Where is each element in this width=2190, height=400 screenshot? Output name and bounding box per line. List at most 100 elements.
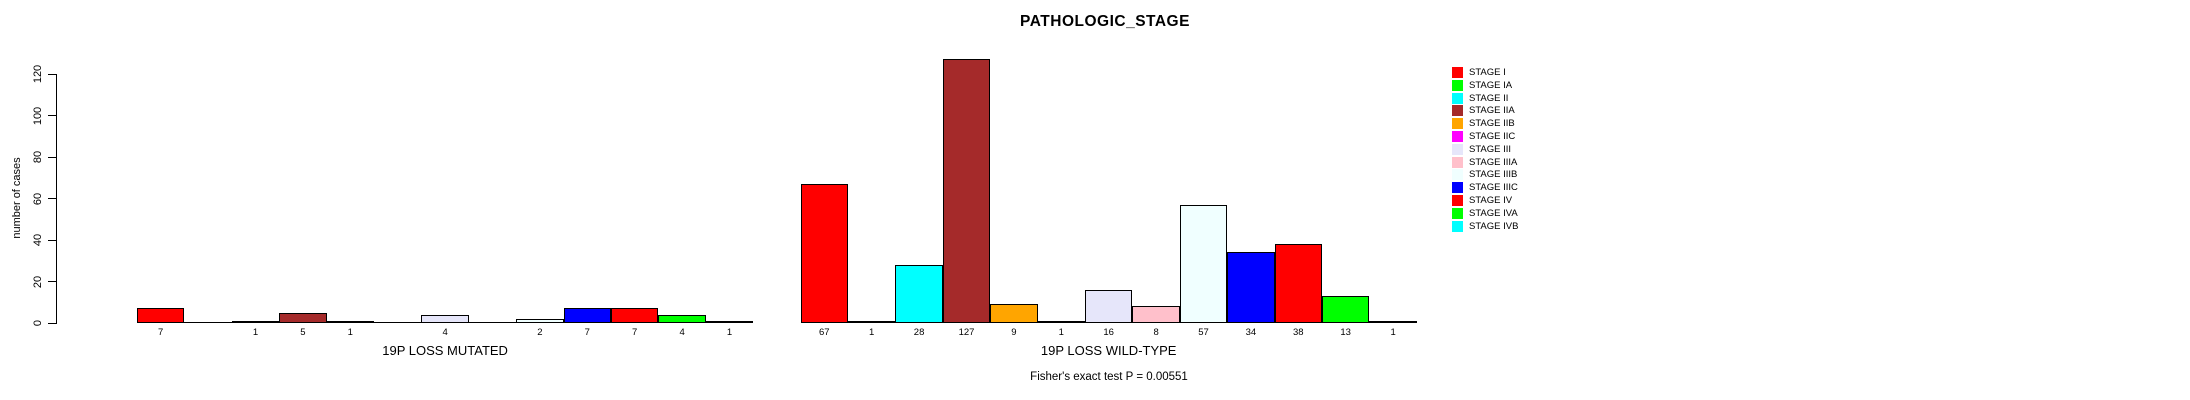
legend-label: STAGE IIIC: [1469, 182, 1518, 194]
legend-item: STAGE IA: [1452, 79, 1512, 92]
legend-swatch: [1452, 207, 1463, 219]
legend-swatch: [1452, 195, 1463, 206]
bar-value-label: 67: [819, 327, 830, 338]
bar-value-label: 16: [1103, 327, 1114, 338]
legend-item: STAGE IIA: [1452, 104, 1515, 117]
legend-item: STAGE IV: [1452, 194, 1512, 207]
bar-stage-iiic: [563, 308, 611, 323]
legend-swatch: [1452, 92, 1463, 104]
bar-stage-i: [137, 308, 185, 323]
y-tick-label: 80: [32, 150, 44, 164]
bar-value-label: 1: [1058, 327, 1064, 338]
legend-item: STAGE IIIB: [1452, 168, 1517, 181]
y-tick: [48, 322, 57, 324]
y-tick-label: 0: [32, 319, 44, 327]
bar-stage-iiib: [516, 318, 564, 323]
bar-stage-i: [800, 183, 848, 323]
bar-stage-iib: [326, 320, 374, 323]
y-tick-label: 40: [32, 233, 44, 247]
bar-value-label: 1: [869, 327, 875, 338]
bar-value-label: 5: [300, 327, 306, 338]
bar-stage-iv: [611, 308, 659, 323]
bar-stage-ii: [895, 264, 943, 323]
legend-label: STAGE IIIB: [1469, 169, 1518, 181]
bar-stage-ivb: [705, 320, 754, 323]
bar-stage-iva: [1322, 296, 1370, 323]
bar-value-label: 7: [158, 327, 164, 338]
bar-value-label: 1: [347, 327, 353, 338]
legend-label: STAGE IVB: [1469, 220, 1519, 232]
bar-value-label: 2: [537, 327, 543, 338]
bar-value-label: 127: [958, 327, 975, 338]
y-tick-label: 120: [32, 64, 44, 84]
legend-swatch: [1452, 220, 1463, 232]
legend-swatch: [1452, 169, 1463, 181]
legend-label: STAGE IIC: [1469, 131, 1516, 142]
legend-label: STAGE I: [1469, 67, 1506, 78]
bar-value-label: 9: [1011, 327, 1017, 338]
bar-stage-iib: [990, 304, 1038, 323]
bar-stage-iv: [1274, 244, 1322, 323]
bar-stage-iia: [942, 59, 991, 323]
legend-swatch: [1452, 105, 1463, 117]
legend-swatch: [1452, 79, 1463, 91]
legend-label: STAGE IV: [1469, 195, 1513, 206]
legend-item: STAGE IIIA: [1452, 156, 1517, 169]
y-tick: [48, 239, 57, 241]
bar-value-label: 4: [442, 327, 448, 338]
x-group-label: 19P LOSS WILD-TYPE: [1040, 343, 1177, 358]
legend-item: STAGE IIIC: [1452, 181, 1518, 194]
bar-stage-iic: [1037, 320, 1085, 323]
bar-stage-iva: [658, 314, 706, 323]
y-tick: [48, 156, 57, 158]
bar-stage-iiib: [1179, 204, 1228, 323]
legend-item: STAGE IIB: [1452, 117, 1515, 130]
bar-stage-ia: [848, 320, 896, 323]
bar-value-label: 8: [1153, 327, 1159, 338]
legend-label: STAGE IA: [1469, 79, 1513, 91]
bar-stage-iiia: [1132, 306, 1180, 323]
y-tick: [48, 115, 57, 116]
bar-stage-iiic: [1227, 252, 1275, 323]
bar-value-label: 1: [252, 327, 259, 338]
y-tick: [48, 281, 57, 282]
bar-value-label: 13: [1340, 327, 1351, 338]
y-axis-label: number of cases: [11, 157, 23, 239]
legend-swatch: [1452, 143, 1463, 155]
legend-label: STAGE IVA: [1469, 207, 1518, 219]
legend-item: STAGE III: [1452, 143, 1511, 156]
legend-item: STAGE IVA: [1452, 207, 1518, 220]
bar-stage-ii: [231, 320, 280, 323]
legend-label: STAGE IIA: [1469, 105, 1515, 117]
legend-item: STAGE IIC: [1452, 130, 1515, 143]
legend-item: STAGE I: [1452, 66, 1506, 79]
legend-label: STAGE IIB: [1469, 118, 1515, 130]
legend-item: STAGE IVB: [1452, 220, 1518, 233]
fisher-test-annotation: Fisher's exact test P = 0.00551: [1030, 371, 1188, 383]
y-tick: [48, 198, 57, 199]
y-tick-label: 20: [32, 275, 44, 288]
y-tick-label: 60: [32, 192, 44, 205]
legend-label: STAGE II: [1469, 92, 1509, 104]
legend-swatch: [1452, 182, 1463, 194]
bar-value-label: 1: [1390, 327, 1396, 338]
legend-label: STAGE IIIA: [1469, 156, 1518, 168]
legend-swatch: [1452, 67, 1463, 78]
chart-title: PATHOLOGIC_STAGE: [1020, 13, 1190, 30]
legend-swatch: [1452, 156, 1463, 168]
bar-stage-iii: [1085, 289, 1133, 323]
bar-value-label: 7: [584, 327, 590, 338]
bar-stage-iii: [421, 314, 469, 323]
legend-swatch: [1452, 118, 1463, 130]
bar-stage-iia: [279, 312, 327, 323]
bar-value-label: 1: [726, 327, 733, 338]
bar-value-label: 38: [1293, 327, 1304, 338]
bar-value-label: 4: [679, 327, 685, 338]
legend-item: STAGE II: [1452, 92, 1508, 105]
y-tick-label: 100: [32, 106, 44, 125]
bar-value-label: 28: [913, 327, 925, 338]
bar-value-label: 7: [632, 327, 638, 338]
bar-value-label: 34: [1245, 327, 1257, 338]
legend-swatch: [1452, 131, 1463, 142]
